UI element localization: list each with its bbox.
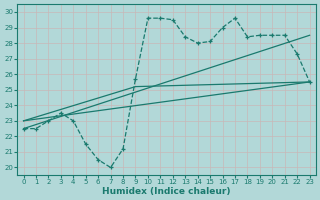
- X-axis label: Humidex (Indice chaleur): Humidex (Indice chaleur): [102, 187, 231, 196]
